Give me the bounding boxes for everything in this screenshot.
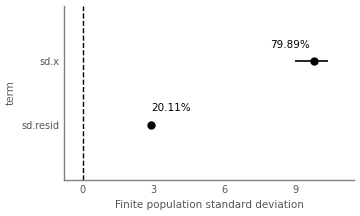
Text: 79.89%: 79.89% [270, 40, 310, 50]
Y-axis label: term: term [5, 80, 15, 105]
Text: 20.11%: 20.11% [151, 103, 191, 113]
X-axis label: Finite population standard deviation: Finite population standard deviation [115, 200, 303, 210]
